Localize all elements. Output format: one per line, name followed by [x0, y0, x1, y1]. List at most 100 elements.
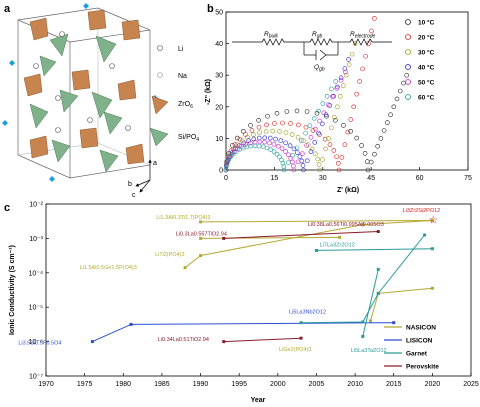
plot-b-point	[237, 147, 242, 152]
plot-c-line	[200, 220, 433, 223]
plot-b-point	[294, 108, 300, 114]
zro6-legend-marker	[151, 95, 169, 115]
plot-b-point	[260, 144, 266, 150]
plot-b-point	[230, 151, 236, 157]
plot-b-point	[263, 129, 269, 134]
plot-b-legend-label: 20 °C	[418, 34, 435, 42]
plot-b-series	[223, 69, 348, 173]
plot-b-xtick-label: 0	[224, 175, 228, 182]
na-legend-marker	[157, 72, 163, 78]
plot-b-point	[397, 88, 403, 94]
plot-b-point	[343, 69, 348, 75]
plot-c-xtick-label: 1995	[231, 381, 247, 388]
plot-c-legend: NASICON LISICON Garnet Perovskite	[384, 325, 439, 371]
plot-b-point	[319, 121, 325, 127]
plot-c-line	[223, 231, 379, 239]
plot-b-point	[251, 136, 257, 142]
plot-b-point	[291, 167, 297, 173]
plot-b-point	[334, 154, 339, 160]
plot-b-ytick-label: 20	[215, 104, 223, 111]
plot-c-annotation: Li5La3Ta2O12	[351, 348, 387, 354]
plot-c-annotation: Li7La3Zr2O12	[320, 242, 355, 248]
plot-c-ytick-label: 10⁻⁴	[29, 270, 44, 277]
plot-c-point	[430, 219, 434, 223]
plot-b-point	[323, 146, 328, 152]
plot-b-point	[321, 110, 327, 116]
plot-b-point	[252, 143, 258, 149]
plot-b-point	[359, 143, 364, 148]
plot-c-point	[90, 340, 94, 344]
plot-b-point	[316, 130, 321, 136]
plot-c-annotation: Li3.5Si0.5P0.5O4	[18, 341, 61, 347]
plot-b-point	[270, 128, 276, 134]
plot-c-ytick-label: 10⁻⁵	[29, 305, 43, 312]
plot-c-annotation: Li0.34La0.51TiO2.94	[158, 337, 209, 343]
plot-b-point	[314, 111, 320, 116]
plot-c-legend-label: Garnet	[406, 351, 428, 358]
plot-b-xlabel: Z' (kΩ)	[337, 187, 359, 194]
plot-b-point	[308, 135, 314, 140]
plot-b-point	[327, 142, 333, 147]
plot-c-ytick-label: 10⁻⁷	[29, 374, 43, 381]
plot-b-point	[223, 164, 229, 169]
plot-b-point	[381, 128, 387, 133]
plot-b-xtick-label: 30	[319, 175, 327, 182]
plot-b-point	[256, 135, 262, 141]
plot-c-xtick-label: 2025	[463, 381, 479, 388]
plot-b-point	[354, 91, 359, 97]
plot-c-legend-label: NASICON	[406, 325, 436, 332]
plot-b-point	[305, 142, 311, 147]
plot-c-xtick-label: 2015	[386, 381, 402, 388]
plot-c-xtick-label: 1985	[154, 381, 170, 388]
plot-c-annotation: Li0.3La0.557TiO2.94	[176, 231, 227, 237]
plot-c-point	[199, 220, 203, 224]
plot-b-point	[338, 75, 344, 81]
plot-b-point	[249, 128, 255, 133]
panel-a-letter: a	[4, 3, 11, 15]
plot-b-ytick-label: 10	[215, 136, 223, 143]
plot-c-frame	[45, 203, 472, 377]
plot-b-point	[401, 80, 406, 86]
plot-b-point	[333, 79, 339, 84]
si-po4-tetrahedra	[29, 33, 123, 173]
plot-b-point	[369, 28, 374, 34]
plot-b-point	[295, 159, 301, 165]
plot-b-point	[232, 142, 238, 147]
circuit-qgb-label: Qgb	[314, 64, 325, 73]
plot-b-point	[264, 122, 269, 128]
plot-b-point	[289, 132, 295, 137]
plot-c-point	[338, 235, 342, 239]
plot-b-point	[364, 159, 370, 164]
plot-b-point	[267, 135, 273, 141]
plot-b-point	[329, 86, 334, 92]
circuit-rbulk-label: Rbulk	[264, 31, 278, 40]
plot-b-point	[304, 109, 310, 114]
plot-b-point	[288, 121, 293, 126]
plot-b-point	[262, 135, 268, 141]
plot-b-point	[308, 149, 314, 154]
plot-b-point	[251, 132, 256, 137]
plot-c-annotation: Li3Zr2Si2PO12	[403, 208, 441, 214]
sipo4-legend-label: Si/PO4	[178, 134, 199, 143]
plot-b-point	[391, 104, 397, 110]
plot-b-legend-marker	[405, 34, 411, 40]
plot-b-point	[300, 151, 305, 156]
plot-b-point	[300, 163, 306, 168]
plot-b-point	[244, 144, 250, 150]
plot-c-annotations: Li1.3Al0.3Ti1.7(PO4)3 Li0.3La0.557TiO2.94…	[18, 208, 440, 354]
plot-c-point	[222, 236, 226, 240]
plot-b-point	[317, 132, 322, 137]
plot-b-point	[340, 83, 346, 89]
plot-b-point	[256, 124, 262, 130]
plot-c-line	[316, 248, 433, 251]
panel-c: c 1970 1975 1980 1985 1990 1995 2000 2005 2010 20…	[4, 202, 479, 405]
plot-b-point	[365, 167, 371, 173]
plot-b-point	[316, 162, 322, 167]
plot-c-point	[299, 336, 303, 340]
panel-a: a	[2, 3, 199, 199]
plot-b-point	[268, 147, 274, 152]
plot-b-point	[348, 129, 353, 134]
plot-b-point	[290, 159, 295, 165]
plot-b-point	[256, 117, 261, 123]
plot-b-point	[243, 132, 248, 137]
